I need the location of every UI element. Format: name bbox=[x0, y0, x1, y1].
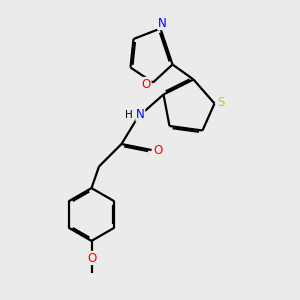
Text: O: O bbox=[142, 77, 151, 91]
Text: H: H bbox=[124, 110, 132, 120]
Text: N: N bbox=[136, 108, 145, 121]
Text: O: O bbox=[87, 251, 96, 265]
Text: O: O bbox=[154, 143, 163, 157]
Text: N: N bbox=[158, 16, 166, 30]
Text: S: S bbox=[218, 95, 225, 109]
